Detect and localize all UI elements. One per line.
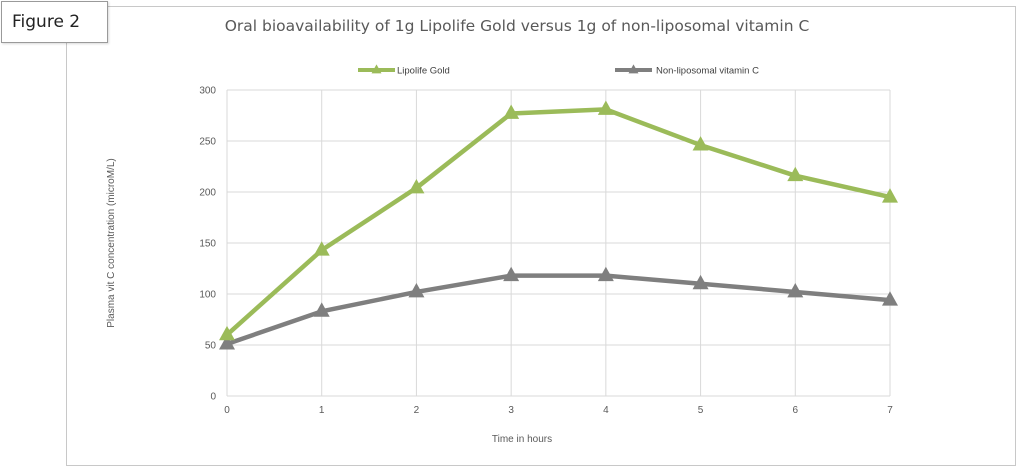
y-tick-label: 100 [199,290,216,301]
chart-frame [66,6,1016,466]
chart-gridlines [227,89,891,396]
data-point-marker [313,241,330,256]
data-point-marker [787,166,804,182]
legend-swatch-marker [371,64,382,74]
series-non-liposomal-vitamin-c [219,266,898,350]
y-tick-label: 300 [199,86,216,97]
data-point-marker [787,283,804,298]
x-tick-label: 0 [224,405,230,416]
legend-swatch-marker [628,64,639,74]
data-point-marker [882,291,898,306]
series-lipolife-gold [219,100,898,341]
data-point-marker [503,104,520,119]
chart-legend: Lipolife Gold Non-liposomal vitamin C [358,64,759,77]
data-point-marker [882,188,898,203]
data-point-marker [313,302,330,317]
x-tick-label: 4 [603,405,609,416]
data-point-marker [503,266,520,282]
data-point-marker [408,178,425,194]
legend-item: Lipolife Gold [358,64,450,77]
legend-label: Non-liposomal vitamin C [656,66,759,77]
x-tick-label: 7 [887,405,893,416]
chart-series [219,100,898,350]
y-tick-label: 0 [210,392,216,403]
x-tick-label: 6 [793,405,799,416]
legend-item: Non-liposomal vitamin C [615,64,759,77]
data-point-marker [692,274,709,290]
data-point-marker [219,335,235,350]
y-tick-label: 50 [205,341,217,352]
y-tick-label: 150 [199,239,216,250]
x-tick-label: 2 [414,405,420,416]
series-line [224,107,893,338]
chart-title: Oral bioavailability of 1g Lipolife Gold… [224,17,810,35]
data-point-marker [219,325,235,341]
x-tick-label: 3 [508,405,514,416]
x-tick-label: 5 [698,405,704,416]
y-axis-ticks: 0 50 100 150 200 250 300 [199,86,216,403]
data-point-marker [692,136,709,151]
x-axis-ticks: 0 1 2 3 4 5 6 7 [224,405,893,416]
figure-label: Figure 2 [1,1,108,43]
y-tick-label: 250 [199,137,216,148]
x-tick-label: 1 [319,405,325,416]
x-axis-title: Time in hours [492,434,552,445]
legend-label: Lipolife Gold [397,66,450,77]
y-tick-label: 200 [199,188,216,199]
y-axis-title: Plasma vit C concentration (microM/L) [106,158,117,328]
data-point-marker [597,266,614,282]
data-point-marker [597,100,614,115]
series-line [224,273,893,347]
data-point-marker [408,283,425,298]
